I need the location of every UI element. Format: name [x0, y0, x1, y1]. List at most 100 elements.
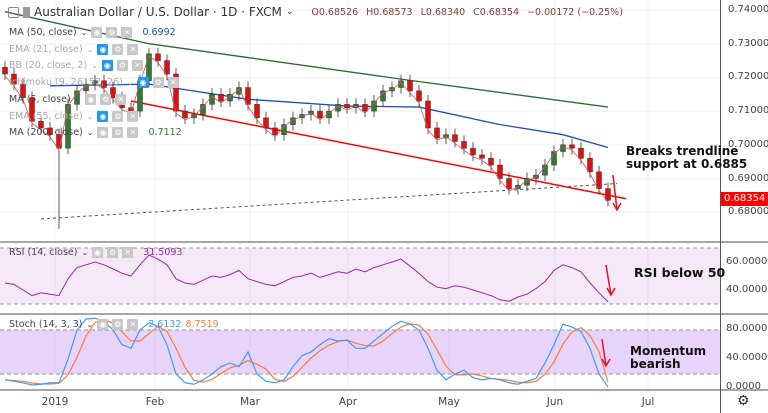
annotation-trendline: Breaks trendline support at 0.6885 — [626, 144, 748, 171]
close-icon[interactable]: ✕ — [127, 43, 139, 55]
indicator-label[interactable]: EMA (21, close) — [9, 43, 83, 55]
candle-body — [74, 90, 80, 105]
chevron-down-icon[interactable]: ⌄ — [126, 78, 134, 88]
candle-body — [272, 127, 278, 135]
candle-body — [317, 110, 323, 119]
close-icon[interactable]: ✕ — [131, 60, 143, 72]
candle-body — [335, 104, 341, 112]
eye-icon[interactable]: ◉ — [97, 319, 109, 330]
chevron-down-icon[interactable]: ⌄ — [80, 28, 88, 37]
gear-icon[interactable]: ⚙ — [112, 127, 124, 139]
candle-body — [407, 80, 413, 92]
gear-icon[interactable]: ⚙ — [112, 319, 124, 330]
candle-body — [596, 171, 602, 189]
candle-body — [164, 60, 170, 75]
candle-body — [461, 141, 467, 149]
flag-icon — [23, 6, 30, 18]
chevron-down-icon[interactable]: ⌄ — [285, 7, 294, 17]
eye-icon[interactable]: ◉ — [97, 110, 109, 122]
candle-body — [263, 117, 269, 129]
indicator-label[interactable]: MA (5, close) — [9, 93, 71, 105]
price-tick: 0.69000 — [728, 172, 768, 184]
candle-body — [416, 90, 422, 102]
time-tick: Feb — [145, 396, 165, 408]
arrow-rsi — [605, 264, 612, 296]
stoch-band — [0, 330, 720, 374]
candle-body — [470, 147, 476, 156]
symbol-header: Australian Dollar / U.S. Dollar · 1D · F… — [8, 5, 631, 19]
indicator-value: 0.7112 — [148, 127, 182, 139]
candle-body — [506, 178, 512, 189]
close-icon[interactable]: ✕ — [127, 127, 139, 139]
candle-body — [362, 104, 368, 112]
ma200-line — [4, 11, 609, 108]
indicator-label[interactable]: BB (20, close, 2) — [9, 60, 88, 72]
indicator-label[interactable]: Ichimoku (9, 26, 52, 26) — [9, 77, 123, 89]
candle-body — [344, 104, 350, 108]
candle-body — [434, 127, 440, 139]
rsi-line — [4, 254, 609, 303]
close-icon[interactable]: ✕ — [127, 319, 139, 330]
annotation-rsi: RSI below 50 — [634, 265, 726, 280]
candle-body — [479, 154, 485, 159]
time-tick: May — [438, 396, 460, 408]
symbol-title[interactable]: Australian Dollar / U.S. Dollar · 1D · F… — [34, 5, 282, 19]
close-icon[interactable]: ✕ — [167, 77, 179, 89]
rsi-tick: 60.0000 — [726, 256, 768, 267]
candle-body — [110, 87, 116, 98]
eye-icon[interactable]: ◉ — [92, 247, 104, 258]
candle-body — [155, 53, 161, 61]
chevron-down-icon[interactable]: ⌄ — [86, 128, 94, 138]
gear-icon[interactable]: ⚙ — [112, 43, 124, 55]
candle-body — [29, 97, 35, 122]
close-icon[interactable]: ✕ — [121, 27, 133, 38]
gear-icon[interactable]: ⚙ — [100, 93, 112, 105]
candle-body — [11, 73, 17, 85]
rsi-tick: 40.0000 — [726, 284, 768, 295]
eye-icon[interactable]: ◉ — [137, 77, 149, 89]
gear-icon[interactable]: ⚙ — [106, 27, 118, 38]
indicator-legend-5: EMA (55, close) ⌄ ◉ ⚙ ✕ — [9, 110, 139, 122]
chevron-down-icon[interactable]: ⌄ — [86, 44, 94, 54]
candle-body — [290, 117, 296, 125]
eye-icon[interactable]: ◉ — [97, 127, 109, 139]
gear-icon[interactable]: ⚙ — [112, 110, 124, 122]
chevron-down-icon[interactable]: ⌄ — [74, 94, 82, 104]
candle-body — [578, 147, 584, 159]
annotation-momentum: Momentum bearish — [630, 344, 707, 371]
indicator-label[interactable]: MA (50, close) — [9, 27, 77, 38]
gear-icon[interactable]: ⚙ — [107, 247, 119, 258]
candle-body — [551, 151, 557, 166]
price-tick: 0.74000 — [728, 4, 768, 15]
candle-body — [560, 144, 566, 152]
candle-body — [236, 87, 242, 95]
close-icon[interactable]: ✕ — [122, 247, 134, 258]
candle-body — [587, 158, 593, 173]
gear-icon[interactable]: ⚙ — [116, 60, 128, 72]
indicator-label[interactable]: MA (200, close) — [9, 127, 83, 139]
eye-icon[interactable]: ◉ — [85, 93, 97, 105]
chevron-down-icon[interactable]: ⌄ — [91, 61, 98, 71]
rsi-band — [0, 248, 720, 304]
collapse-icon[interactable] — [8, 6, 19, 18]
close-icon[interactable]: ✕ — [115, 93, 127, 105]
candle-body — [605, 188, 611, 201]
chevron-down-icon[interactable]: ⌄ — [86, 111, 94, 121]
candle-body — [47, 127, 53, 135]
close-icon[interactable]: ✕ — [127, 110, 139, 122]
gear-icon[interactable]: ⚙ — [152, 77, 164, 89]
candle-body — [173, 73, 179, 112]
candle-body — [245, 87, 251, 105]
candle-body — [569, 144, 575, 149]
stoch-tick: 80.0000 — [726, 323, 768, 334]
candle-body — [425, 100, 431, 129]
candle-body — [83, 83, 89, 92]
eye-icon[interactable]: ◉ — [101, 60, 113, 72]
indicator-label[interactable]: EMA (55, close) — [9, 110, 83, 122]
time-tick: Apr — [338, 396, 358, 408]
indicator-legend-2: BB (20, close, 2) ⌄ ◉ ⚙ ✕ — [9, 60, 143, 72]
settings-gear-icon[interactable]: ⚙ — [737, 393, 750, 409]
eye-icon[interactable]: ◉ — [97, 43, 109, 55]
eye-icon[interactable]: ◉ — [91, 27, 103, 38]
